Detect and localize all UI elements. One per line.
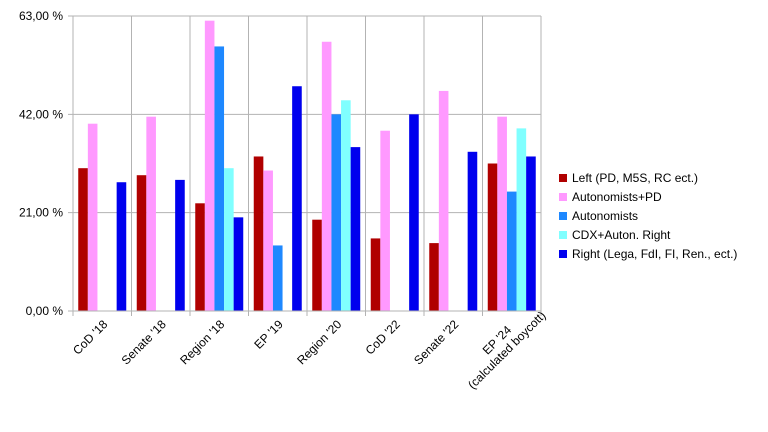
- y-tick-labels: 0,00 % 21,00 % 42,00 % 63,00 %: [19, 9, 63, 318]
- x-category-labels: CoD '18 Senate '18 Region '18 EP '19 Region …: [70, 298, 548, 391]
- bar: [516, 128, 527, 311]
- x-category-label-line: Region '18: [177, 317, 227, 367]
- bar: [321, 41, 332, 311]
- x-category-label: CoD '22: [363, 317, 404, 358]
- legend-swatch: [559, 174, 567, 182]
- bar: [204, 20, 215, 312]
- bar: [146, 116, 156, 311]
- x-category-label: Senate '18: [119, 317, 169, 367]
- bar: [467, 151, 478, 311]
- legend-swatch: [559, 250, 567, 258]
- bar: [263, 170, 273, 311]
- y-tick-label: 63,00 %: [19, 9, 63, 23]
- legend: Left (PD, M5S, RC ect.) Autonomists+PD Aut…: [559, 171, 737, 261]
- bar: [87, 123, 98, 311]
- bar: [78, 168, 88, 311]
- bar: [341, 100, 351, 312]
- x-category-label: CoD '18: [70, 317, 111, 358]
- x-category-label-line: Region '20: [294, 317, 344, 367]
- bar: [253, 156, 264, 311]
- bar: [214, 46, 225, 311]
- bar: [272, 245, 283, 311]
- legend-swatch: [559, 212, 567, 220]
- x-category-label: Senate '22: [411, 317, 461, 367]
- bar: [409, 114, 419, 311]
- x-category-label: EP '19: [251, 317, 286, 352]
- bar: [438, 90, 449, 312]
- x-category-label: EP '24(calculated boycott): [455, 298, 548, 391]
- legend-label: Left (PD, M5S, RC ect.): [572, 171, 698, 185]
- bar: [526, 156, 536, 311]
- bar: [136, 175, 147, 311]
- bar: [175, 179, 185, 311]
- bar: [429, 243, 439, 311]
- bar: [195, 203, 205, 311]
- bars: [78, 20, 536, 312]
- x-category-label-line: Senate '18: [119, 317, 169, 367]
- bar: [350, 147, 361, 311]
- bar: [312, 219, 322, 311]
- x-category-label: Region '18: [177, 317, 227, 367]
- bar: [292, 86, 302, 311]
- bar: [331, 114, 342, 311]
- x-category-label-line: CoD '22: [363, 317, 404, 358]
- bar: [233, 217, 244, 311]
- bar: [370, 238, 381, 311]
- legend-label: Autonomists+PD: [572, 190, 662, 204]
- bar: [224, 168, 234, 311]
- x-category-label-line: Senate '22: [411, 317, 461, 367]
- bar: [497, 116, 507, 311]
- legend-label: Right (Lega, FdI, FI, Ren., ect.): [572, 247, 737, 261]
- bar: [487, 163, 498, 311]
- legend-label: Autonomists: [572, 209, 638, 223]
- x-category-label-line: EP '19: [251, 317, 286, 352]
- y-tick-label: 0,00 %: [26, 304, 64, 318]
- bar: [116, 182, 127, 311]
- y-tick-label: 21,00 %: [19, 206, 63, 220]
- legend-label: CDX+Auton. Right: [572, 228, 671, 242]
- x-category-label-line: (calculated boycott): [465, 308, 548, 391]
- x-category-label-line: CoD '18: [70, 317, 111, 358]
- x-category-label: Region '20: [294, 317, 344, 367]
- bar: [380, 130, 390, 311]
- y-tick-label: 42,00 %: [19, 107, 63, 121]
- bar: [506, 191, 517, 311]
- legend-swatch: [559, 193, 567, 201]
- legend-swatch: [559, 231, 567, 239]
